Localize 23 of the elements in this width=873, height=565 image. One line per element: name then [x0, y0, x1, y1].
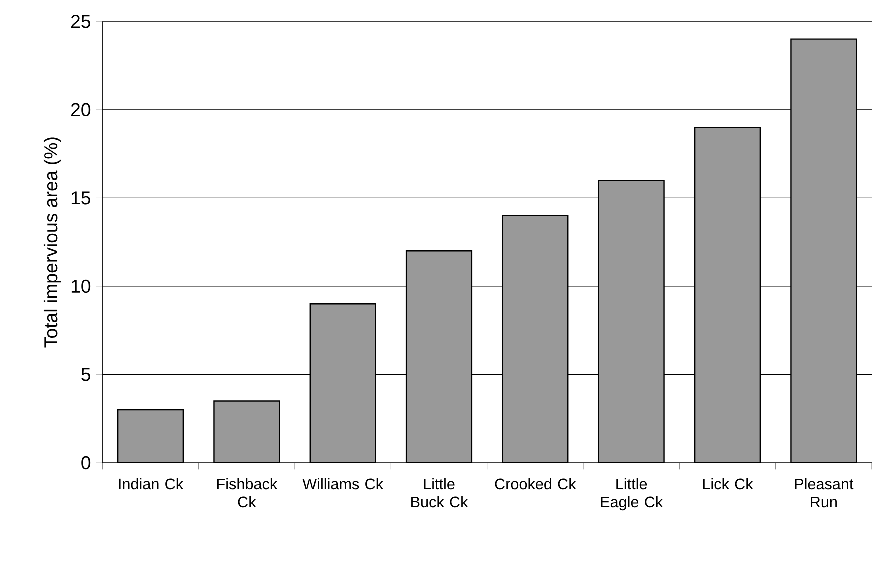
x-tick-label: Pleasant Run	[795, 478, 854, 508]
x-tick-label: Little Eagle Ck	[601, 478, 664, 511]
bar	[695, 128, 760, 463]
x-tick-label: Fishback Ck	[217, 478, 278, 508]
y-tick-label: 10	[72, 280, 91, 294]
y-axis-title: Total impervious area (%)	[44, 138, 62, 348]
bar	[406, 251, 472, 463]
y-tick-label: 20	[71, 103, 91, 117]
bar	[214, 401, 280, 463]
x-tick-label: Williams Ck	[302, 478, 384, 490]
y-tick-label: 25	[71, 15, 91, 28]
x-tick-label: Lick Ck	[703, 478, 754, 490]
y-tick-label: 15	[72, 192, 91, 205]
bar	[790, 38, 858, 463]
bar	[598, 180, 664, 463]
bar	[502, 216, 568, 463]
bar	[118, 410, 184, 463]
bar	[310, 304, 376, 463]
x-tick-label: Indian Ck	[119, 478, 184, 490]
y-tick-label: 0	[82, 456, 91, 470]
y-tick-label: 5	[82, 368, 91, 382]
x-tick-label: Little Buck Ck	[412, 478, 468, 508]
x-tick-label: Crooked Ck	[495, 478, 576, 490]
